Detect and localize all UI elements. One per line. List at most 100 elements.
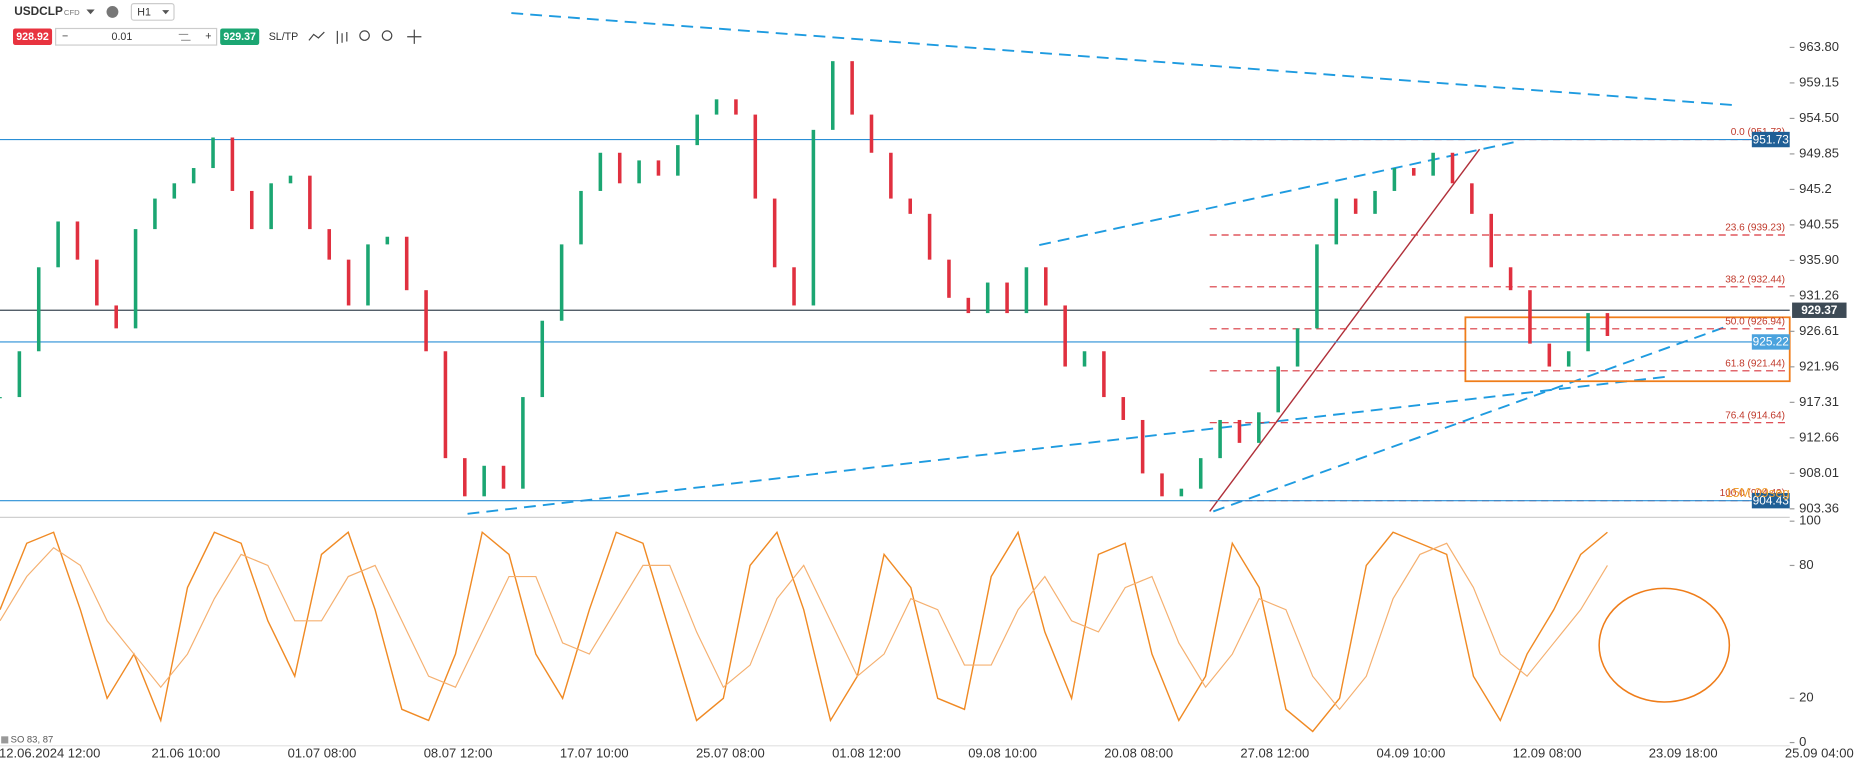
candle [637, 160, 641, 184]
y-tick-label: 100 [1799, 513, 1821, 528]
candle [56, 221, 60, 268]
symbol[interactable]: USDCLP [14, 4, 63, 18]
candle [927, 213, 932, 260]
candle [1470, 183, 1474, 214]
candle [463, 458, 467, 497]
candle [1373, 190, 1377, 214]
symbol-dropdown[interactable] [86, 9, 95, 15]
candle [1586, 313, 1590, 352]
y-tick-label: 935.90 [1799, 252, 1839, 267]
indicator-icon [1, 736, 9, 744]
timeframe: H1 [137, 6, 151, 18]
candle [75, 221, 80, 260]
x-tick-label: 27.08 12:00 [1240, 746, 1309, 761]
candle [1508, 267, 1513, 291]
candle [559, 244, 564, 321]
candle [327, 229, 332, 260]
y-tick-label: 959.15 [1799, 74, 1839, 89]
y-tick-label: 912.66 [1799, 429, 1839, 444]
candle [1179, 488, 1184, 497]
candle [714, 99, 719, 115]
candle [1024, 267, 1029, 314]
candle [211, 137, 215, 169]
fib-label: 61.8 (921.44) [1725, 358, 1785, 369]
chart-type-icon[interactable] [308, 31, 325, 41]
candle [424, 290, 428, 352]
zoom-in[interactable] [381, 30, 393, 41]
indicator-label: SO 83, 87 [11, 734, 54, 745]
candle [850, 61, 854, 115]
candles-icon[interactable] [336, 30, 348, 44]
candle [1334, 198, 1339, 245]
candle [1063, 305, 1067, 367]
sltp-button[interactable]: SL/TP [269, 31, 299, 43]
y-tick-label: 917.31 [1799, 394, 1839, 409]
candle [191, 168, 196, 184]
candle [1198, 458, 1203, 489]
candle [869, 114, 874, 153]
candle [269, 183, 273, 230]
y-tick-label: 926.61 [1799, 323, 1839, 338]
candle [1431, 152, 1435, 176]
candle [1605, 313, 1610, 336]
candle [153, 198, 157, 230]
y-tick-label: 963.80 [1799, 39, 1839, 54]
x-tick-label: 20.08 08:00 [1104, 746, 1173, 761]
candle [1295, 328, 1300, 367]
x-tick-label: 17.07 10:00 [560, 746, 629, 761]
highlight-circle [1598, 587, 1731, 703]
candle [521, 397, 525, 489]
crosshair[interactable] [407, 29, 422, 44]
candle [346, 259, 351, 306]
x-tick-label: 12.06.2024 12:00 [0, 746, 100, 761]
trend-line [1212, 325, 1727, 513]
plot: 903.36 908.01 912.66 917.31 921.96 926.61 931.… [0, 39, 1854, 761]
candle [753, 114, 758, 199]
y-tick-label: 931.26 [1799, 287, 1839, 302]
minus[interactable]: − [62, 31, 68, 43]
candle [1218, 419, 1222, 459]
y-tick-label: 908.01 [1799, 465, 1839, 480]
price-badge [1751, 131, 1790, 148]
candle [17, 351, 22, 398]
candle [1566, 351, 1571, 367]
price-badge [1751, 492, 1790, 509]
instrument-type: CFD [64, 8, 80, 17]
trend-lines [467, 12, 1738, 515]
candle [1121, 397, 1126, 420]
candle [792, 267, 796, 306]
candle [830, 61, 835, 130]
bid-price: 928.92 [16, 31, 49, 43]
y-tick-label: 954.50 [1799, 110, 1839, 125]
candle [1450, 152, 1455, 184]
buy-button[interactable] [220, 28, 260, 46]
sell-button[interactable] [13, 28, 53, 46]
y-tick-label: 949.85 [1799, 145, 1839, 160]
toolbar: USDCLP CFD H1 928.92 − 0.01 + 929.37 SL/… [13, 3, 422, 46]
timeframe-select[interactable] [130, 3, 175, 21]
swap-icon[interactable] [178, 33, 191, 41]
fib-anchor-line [1209, 148, 1481, 512]
price-badge-label: 951.73 [1753, 132, 1790, 146]
candle [1044, 267, 1048, 306]
trend-line [467, 375, 1670, 515]
trend-line [1039, 140, 1521, 247]
volume-input[interactable] [55, 27, 218, 46]
candle [230, 137, 235, 191]
candle [1547, 343, 1552, 367]
candle [482, 465, 486, 497]
price-badge-label: 904.43 [1753, 493, 1790, 507]
x-tick-label: 01.08 12:00 [832, 746, 901, 761]
plus[interactable]: + [205, 31, 211, 43]
candle [1353, 198, 1358, 214]
ask-price: 929.37 [223, 31, 256, 43]
candle [772, 198, 777, 268]
candle [404, 236, 409, 291]
fib-label: 38.2 (932.44) [1725, 274, 1785, 285]
info-icon[interactable] [106, 6, 119, 18]
price-badge-label: 929.37 [1801, 303, 1838, 317]
candle [1005, 282, 1009, 314]
zoom-out[interactable] [359, 30, 370, 41]
candle [617, 152, 622, 184]
candle [501, 465, 506, 489]
